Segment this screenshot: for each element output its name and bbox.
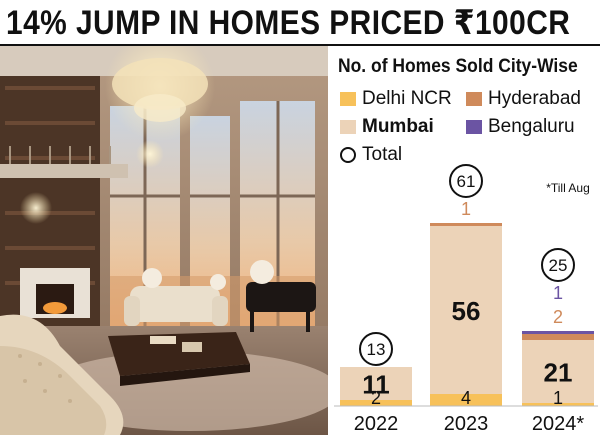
bar-segment-delhi-ncr-2 [522, 403, 594, 406]
living-room-photo [0, 46, 328, 435]
legend-mumbai: Mumbai [340, 116, 434, 138]
total-circle-2 [541, 248, 575, 282]
legend-hyderabad: Hyderabad [466, 88, 581, 110]
bar-segment-delhi-ncr-0 [340, 400, 412, 406]
chart-panel: No. of Homes Sold City-Wise Delhi NCR Hy… [330, 46, 600, 435]
label-hyderabad-1: 1 [461, 199, 471, 219]
label-bengaluru-2: 1 [553, 283, 563, 303]
chart-title: No. of Homes Sold City-Wise [338, 56, 578, 77]
total-label-0: 13 [367, 340, 386, 359]
label-delhi-0: 2 [371, 388, 381, 408]
bar-segment-delhi-ncr-1 [430, 394, 502, 406]
bar-segment-hyderabad-1 [430, 223, 502, 226]
legend-total: Total [340, 144, 402, 166]
legend-swatch-bengaluru [466, 120, 482, 134]
bar-segment-hyderabad-2 [522, 334, 594, 340]
headline-bar: 14% JUMP IN HOMES PRICED ₹100CR [0, 0, 600, 46]
legend-label-mumbai: Mumbai [362, 116, 434, 137]
label-mumbai-2: 21 [544, 358, 573, 388]
legend-swatch-mumbai [340, 120, 356, 134]
luxury-living-room-photo [0, 46, 328, 435]
label-delhi-1: 4 [461, 388, 471, 408]
headline-title: 14% JUMP IN HOMES PRICED ₹100CR [6, 4, 571, 42]
label-hyderabad-2: 2 [553, 307, 563, 327]
legend-delhi: Delhi NCR [340, 88, 452, 110]
total-label-2: 25 [549, 256, 568, 275]
bar-segment-mumbai-1 [430, 226, 502, 394]
x-tick-label-0: 2022 [354, 413, 399, 435]
legend-label-hyderabad: Hyderabad [488, 88, 581, 109]
legend-swatch-delhi [340, 92, 356, 106]
total-circle-0 [359, 332, 393, 366]
bar-segment-mumbai-2 [522, 340, 594, 403]
legend-label-delhi: Delhi NCR [362, 88, 452, 109]
legend-bengaluru: Bengaluru [466, 116, 575, 138]
chart-note: *Till Aug [546, 181, 590, 195]
legend-swatch-hyderabad [466, 92, 482, 106]
x-tick-label-2: 2024* [532, 413, 584, 435]
bar-segment-mumbai-0 [340, 367, 412, 400]
label-mumbai-0: 11 [362, 370, 390, 400]
total-circle-1 [449, 164, 483, 198]
x-tick-label-1: 2023 [444, 413, 489, 435]
label-delhi-2: 1 [553, 388, 563, 408]
legend-circle-total [340, 147, 356, 163]
bar-segment-bengaluru-2 [522, 331, 594, 334]
label-mumbai-1: 56 [452, 296, 481, 326]
total-label-1: 61 [457, 172, 476, 191]
legend-label-total: Total [362, 144, 403, 165]
legend-label-bengaluru: Bengaluru [488, 116, 575, 137]
